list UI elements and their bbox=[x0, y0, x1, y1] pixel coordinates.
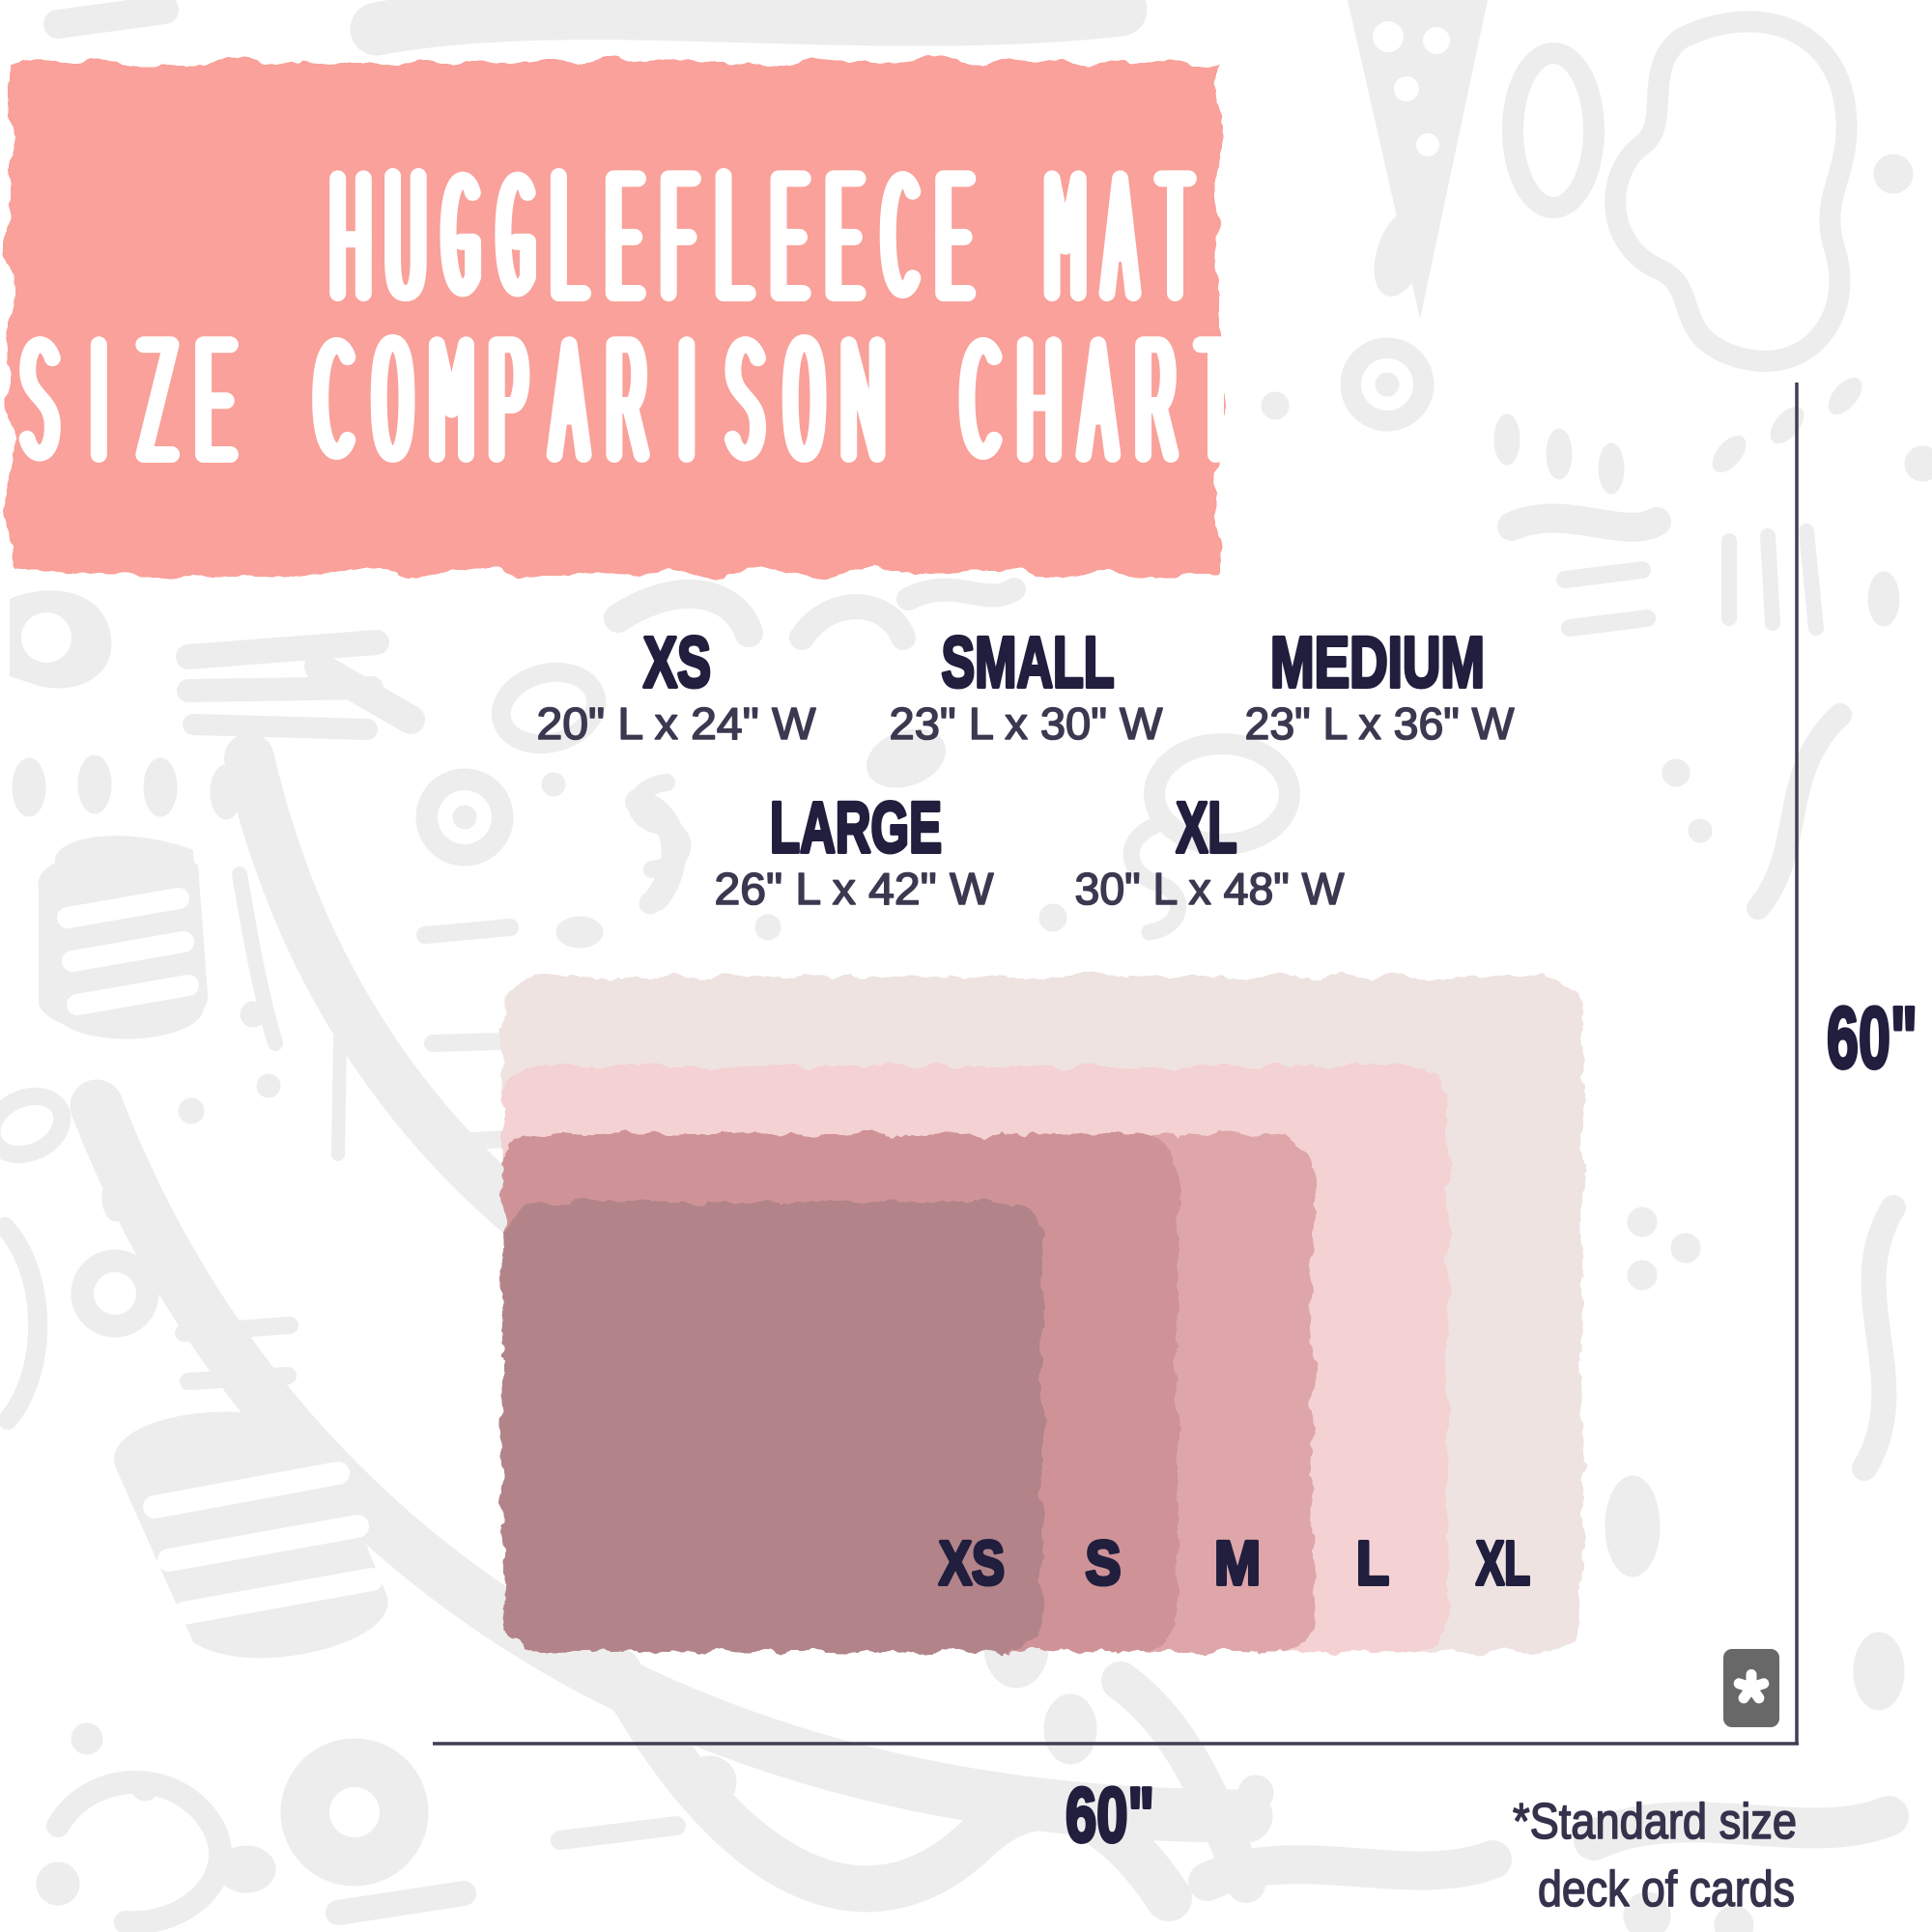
svg-text:S: S bbox=[1086, 1528, 1122, 1598]
svg-text:XS: XS bbox=[643, 622, 711, 702]
svg-text:*Standard size: *Standard size bbox=[1513, 1794, 1797, 1850]
svg-text:MEDIUM: MEDIUM bbox=[1270, 622, 1485, 702]
svg-text:L: L bbox=[1356, 1528, 1389, 1598]
svg-text:XL: XL bbox=[1177, 787, 1237, 867]
svg-text:M: M bbox=[1214, 1528, 1261, 1598]
svg-text:23" L x 36" W: 23" L x 36" W bbox=[1245, 698, 1516, 749]
svg-text:60": 60" bbox=[1827, 990, 1918, 1087]
svg-text:XL: XL bbox=[1476, 1528, 1530, 1598]
svg-text:26" L x 42" W: 26" L x 42" W bbox=[715, 864, 995, 914]
svg-text:deck of cards: deck of cards bbox=[1538, 1861, 1795, 1918]
svg-text:23" L x 30" W: 23" L x 30" W bbox=[890, 698, 1164, 749]
svg-text:20" L x 24" W: 20" L x 24" W bbox=[537, 698, 817, 749]
svg-text:30" L x 48" W: 30" L x 48" W bbox=[1075, 864, 1346, 914]
svg-text:XS: XS bbox=[939, 1528, 1005, 1598]
svg-text:LARGE: LARGE bbox=[770, 787, 942, 867]
svg-text:SMALL: SMALL bbox=[942, 622, 1115, 702]
svg-text:60": 60" bbox=[1065, 1772, 1154, 1858]
